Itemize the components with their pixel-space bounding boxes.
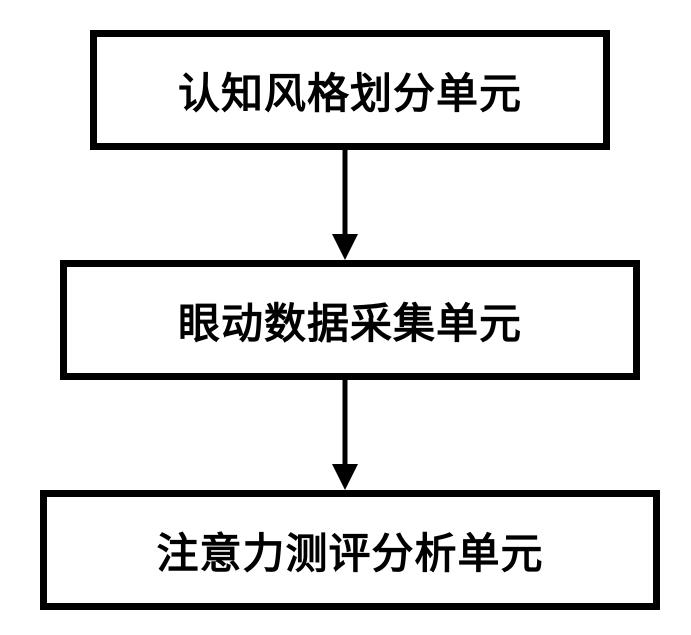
flowchart-node-cognitive-style: 认知风格划分单元	[90, 30, 610, 150]
flowchart-canvas: 认知风格划分单元 眼动数据采集单元 注意力测评分析单元	[0, 0, 691, 635]
flowchart-node-label: 注意力测评分析单元	[156, 520, 543, 581]
arrow-head-icon	[332, 464, 358, 490]
flowchart-node-label: 眼动数据采集单元	[178, 290, 522, 351]
flowchart-node-attention-analysis: 注意力测评分析单元	[40, 490, 660, 610]
flowchart-node-eye-tracking: 眼动数据采集单元	[60, 260, 640, 380]
flowchart-arrow-2-to-3	[315, 380, 375, 490]
flowchart-arrow-1-to-2	[315, 150, 375, 260]
arrow-head-icon	[332, 234, 358, 260]
flowchart-node-label: 认知风格划分单元	[178, 60, 522, 121]
